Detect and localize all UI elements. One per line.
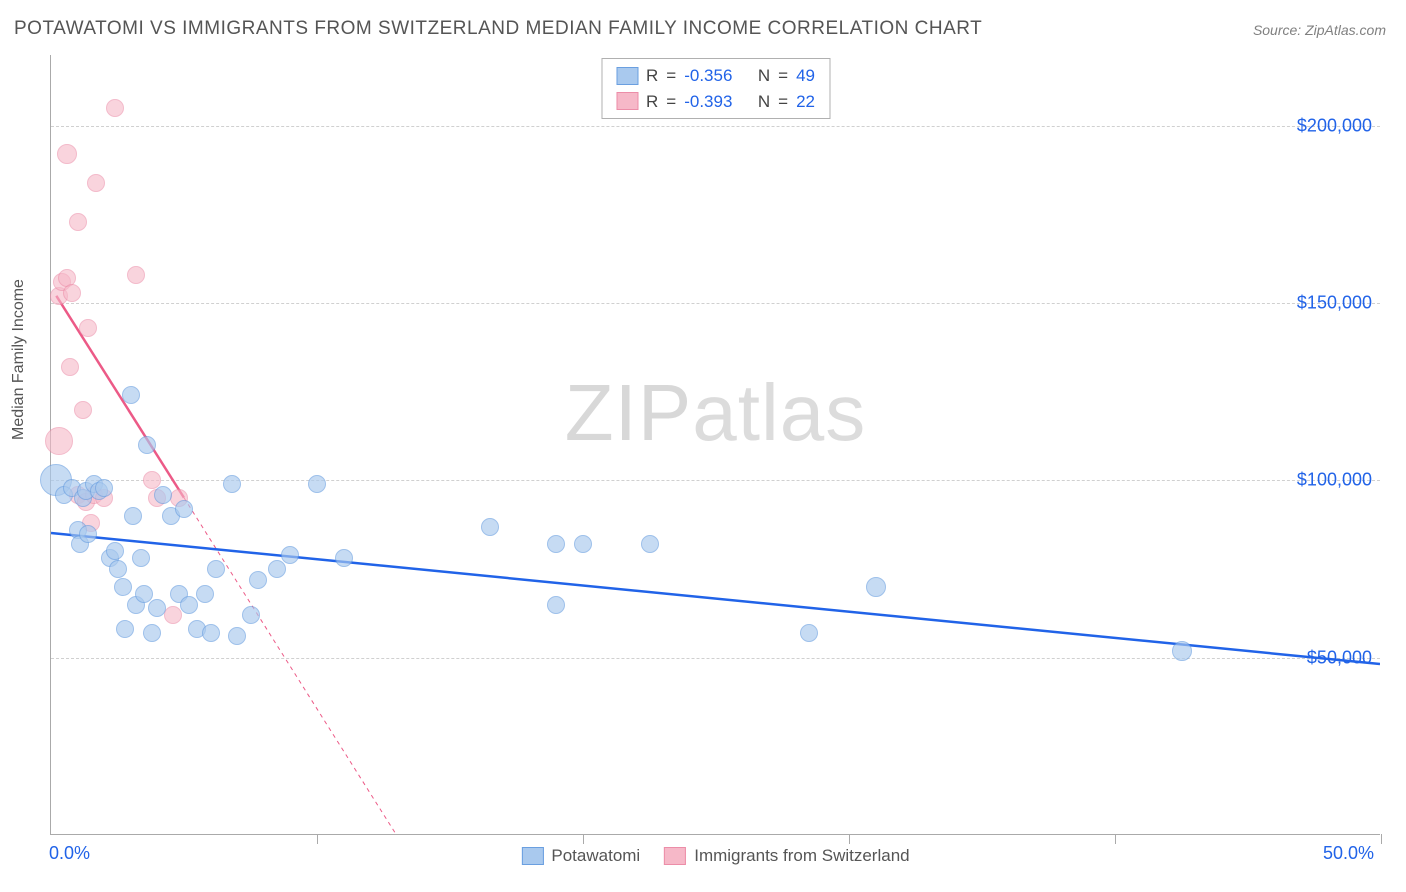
n-value-a: 49 bbox=[796, 63, 815, 89]
gridline bbox=[51, 303, 1380, 304]
data-point-b[interactable] bbox=[106, 99, 124, 117]
data-point-b[interactable] bbox=[69, 213, 87, 231]
watermark-bold: ZIP bbox=[565, 368, 692, 457]
y-tick-label: $200,000 bbox=[1297, 115, 1372, 136]
data-point-b[interactable] bbox=[61, 358, 79, 376]
data-point-a[interactable] bbox=[308, 475, 326, 493]
data-point-a[interactable] bbox=[106, 542, 124, 560]
y-axis-label: Median Family Income bbox=[10, 279, 28, 440]
data-point-a[interactable] bbox=[335, 549, 353, 567]
data-point-a[interactable] bbox=[800, 624, 818, 642]
source-prefix: Source: bbox=[1253, 22, 1305, 38]
data-point-b[interactable] bbox=[87, 174, 105, 192]
gridline bbox=[51, 480, 1380, 481]
data-point-a[interactable] bbox=[228, 627, 246, 645]
watermark: ZIPatlas bbox=[565, 367, 866, 459]
data-point-a[interactable] bbox=[114, 578, 132, 596]
data-point-a[interactable] bbox=[135, 585, 153, 603]
stats-row-a: R = -0.356 N = 49 bbox=[616, 63, 815, 89]
y-tick-label: $50,000 bbox=[1307, 647, 1372, 668]
r-label: R bbox=[646, 63, 658, 89]
source-name: ZipAtlas.com bbox=[1305, 22, 1386, 38]
legend-item-a: Potawatomi bbox=[521, 846, 640, 866]
data-point-b[interactable] bbox=[63, 284, 81, 302]
r-value-a: -0.356 bbox=[684, 63, 732, 89]
trend-lines bbox=[51, 55, 1380, 834]
legend-label-a: Potawatomi bbox=[551, 846, 640, 866]
x-tick bbox=[1115, 834, 1116, 844]
data-point-a[interactable] bbox=[124, 507, 142, 525]
data-point-a[interactable] bbox=[122, 386, 140, 404]
data-point-a[interactable] bbox=[223, 475, 241, 493]
data-point-a[interactable] bbox=[196, 585, 214, 603]
legend: Potawatomi Immigrants from Switzerland bbox=[521, 846, 909, 866]
data-point-a[interactable] bbox=[641, 535, 659, 553]
r-label: R bbox=[646, 89, 658, 115]
r-value-b: -0.393 bbox=[684, 89, 732, 115]
data-point-a[interactable] bbox=[547, 535, 565, 553]
stats-row-b: R = -0.393 N = 22 bbox=[616, 89, 815, 115]
n-label: N bbox=[758, 89, 770, 115]
data-point-a[interactable] bbox=[148, 599, 166, 617]
stats-box: R = -0.356 N = 49 R = -0.393 N = 22 bbox=[601, 58, 830, 119]
data-point-b[interactable] bbox=[57, 144, 77, 164]
data-point-b[interactable] bbox=[164, 606, 182, 624]
data-point-a[interactable] bbox=[268, 560, 286, 578]
data-point-a[interactable] bbox=[574, 535, 592, 553]
n-label: N bbox=[758, 63, 770, 89]
data-point-a[interactable] bbox=[109, 560, 127, 578]
watermark-thin: atlas bbox=[692, 368, 866, 457]
data-point-a[interactable] bbox=[207, 560, 225, 578]
x-tick-left: 0.0% bbox=[49, 843, 90, 864]
x-tick bbox=[317, 834, 318, 844]
data-point-a[interactable] bbox=[866, 577, 886, 597]
x-tick bbox=[849, 834, 850, 844]
data-point-b[interactable] bbox=[74, 401, 92, 419]
data-point-b[interactable] bbox=[79, 319, 97, 337]
data-point-a[interactable] bbox=[116, 620, 134, 638]
data-point-b[interactable] bbox=[127, 266, 145, 284]
legend-swatch-b bbox=[664, 847, 686, 865]
legend-item-b: Immigrants from Switzerland bbox=[664, 846, 909, 866]
data-point-a[interactable] bbox=[1172, 641, 1192, 661]
data-point-a[interactable] bbox=[481, 518, 499, 536]
data-point-a[interactable] bbox=[180, 596, 198, 614]
swatch-b bbox=[616, 92, 638, 110]
legend-label-b: Immigrants from Switzerland bbox=[694, 846, 909, 866]
x-tick-right: 50.0% bbox=[1323, 843, 1374, 864]
swatch-a bbox=[616, 67, 638, 85]
data-point-b[interactable] bbox=[45, 427, 73, 455]
chart-title: POTAWATOMI VS IMMIGRANTS FROM SWITZERLAN… bbox=[14, 18, 982, 40]
data-point-a[interactable] bbox=[175, 500, 193, 518]
data-point-a[interactable] bbox=[138, 436, 156, 454]
gridline bbox=[51, 126, 1380, 127]
x-tick bbox=[583, 834, 584, 844]
x-tick bbox=[1381, 834, 1382, 844]
legend-swatch-a bbox=[521, 847, 543, 865]
data-point-a[interactable] bbox=[281, 546, 299, 564]
data-point-a[interactable] bbox=[79, 525, 97, 543]
n-value-b: 22 bbox=[796, 89, 815, 115]
y-tick-label: $150,000 bbox=[1297, 293, 1372, 314]
chart-area: ZIPatlas $50,000 $100,000 $150,000 $200,000… bbox=[50, 55, 1380, 835]
data-point-a[interactable] bbox=[95, 479, 113, 497]
data-point-a[interactable] bbox=[143, 624, 161, 642]
y-tick-label: $100,000 bbox=[1297, 470, 1372, 491]
data-point-a[interactable] bbox=[154, 486, 172, 504]
data-point-a[interactable] bbox=[202, 624, 220, 642]
data-point-a[interactable] bbox=[242, 606, 260, 624]
source-label: Source: ZipAtlas.com bbox=[1253, 22, 1386, 38]
data-point-a[interactable] bbox=[547, 596, 565, 614]
data-point-a[interactable] bbox=[132, 549, 150, 567]
data-point-a[interactable] bbox=[249, 571, 267, 589]
